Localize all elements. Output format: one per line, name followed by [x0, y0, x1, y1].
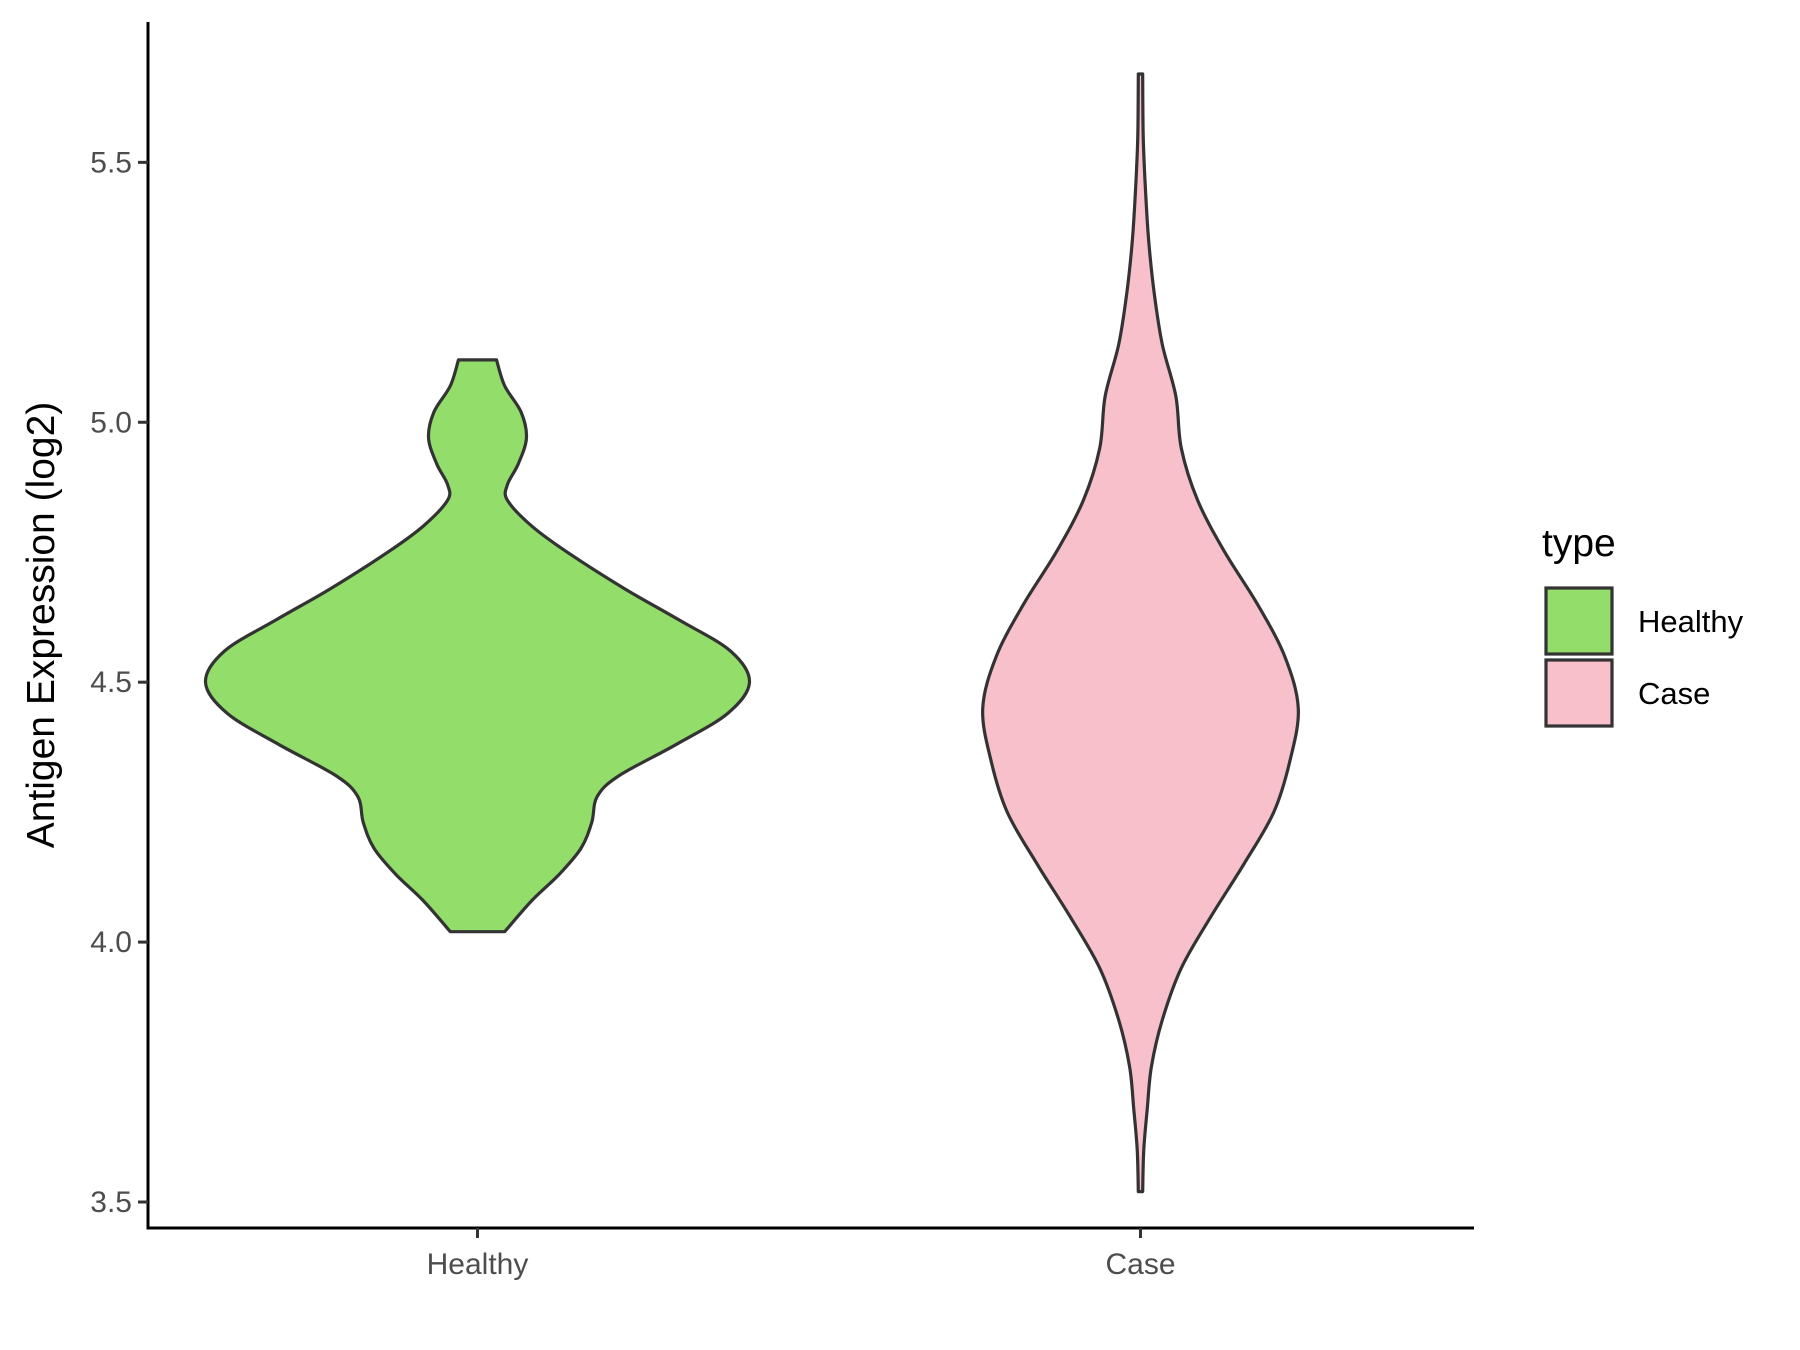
- legend-label-case: Case: [1638, 676, 1710, 711]
- legend-title: type: [1542, 522, 1616, 565]
- x-axis-ticks: Healthy Case: [427, 1228, 1176, 1281]
- legend-label-healthy: Healthy: [1638, 604, 1744, 639]
- violin-case: [981, 72, 1300, 1194]
- legend: type Healthy Case: [1542, 522, 1744, 728]
- y-tick-label: 5.5: [90, 146, 132, 179]
- legend-key-healthy: [1544, 586, 1614, 656]
- y-axis-ticks: 3.5 4.0 4.5 5.0 5.5: [90, 146, 148, 1219]
- y-tick-label: 3.5: [90, 1186, 132, 1219]
- x-tick-label: Healthy: [427, 1248, 529, 1281]
- violin-healthy: [203, 358, 752, 934]
- y-tick-label: 4.0: [90, 926, 132, 959]
- y-axis-title: Antigen Expression (log2): [20, 402, 63, 849]
- y-tick-label: 5.0: [90, 406, 132, 439]
- x-tick-label: Case: [1105, 1248, 1175, 1281]
- legend-key-case: [1544, 658, 1614, 728]
- y-tick-label: 4.5: [90, 666, 132, 699]
- violins: [203, 72, 1300, 1194]
